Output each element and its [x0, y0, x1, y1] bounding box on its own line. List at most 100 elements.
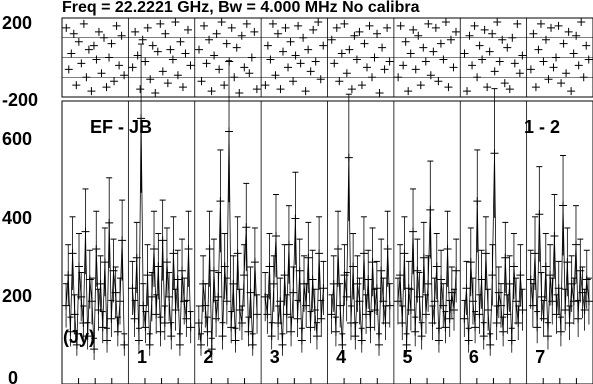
amp-point — [132, 253, 141, 262]
amp-point — [186, 323, 195, 332]
subplot-label: 4 — [336, 347, 346, 367]
phase-point — [110, 77, 119, 86]
phase-point — [232, 43, 241, 52]
amp-point — [315, 249, 324, 258]
amp-point — [331, 327, 340, 336]
amp-point — [443, 245, 452, 254]
phase-point — [215, 65, 224, 74]
amp-point — [415, 292, 424, 301]
phase-point — [120, 71, 129, 80]
amp-point — [402, 340, 411, 349]
phase-point — [153, 47, 162, 56]
amp-point — [184, 245, 193, 254]
amp-point — [329, 279, 338, 288]
amp-point — [494, 288, 503, 297]
amp-point — [156, 327, 165, 336]
phase-point — [449, 63, 458, 72]
phase-point — [250, 27, 259, 36]
amp-point — [203, 327, 212, 336]
amp-point — [233, 249, 242, 258]
amp-point — [171, 305, 180, 314]
amp-point — [393, 297, 402, 306]
subplot-label: 6 — [469, 347, 479, 367]
phase-point — [564, 27, 573, 36]
phase-point — [365, 21, 374, 30]
phase-point — [577, 17, 586, 26]
amp-point — [419, 253, 428, 262]
phase-point — [414, 31, 423, 40]
phase-point — [429, 47, 438, 56]
amp-point — [276, 297, 285, 306]
amp-point — [404, 284, 413, 293]
amp-point — [120, 340, 129, 349]
phase-point — [69, 29, 78, 38]
amp-point — [437, 275, 446, 284]
amp-point — [537, 292, 546, 301]
phase-point — [451, 27, 460, 36]
phase-point — [541, 35, 550, 44]
amp-point — [351, 332, 360, 341]
amp-point — [113, 327, 122, 336]
amp-point — [68, 249, 77, 258]
amp-point — [342, 292, 351, 301]
amp-point — [496, 301, 505, 310]
amp-point — [297, 336, 306, 345]
amp-point — [207, 345, 216, 354]
phase-point — [202, 59, 211, 68]
amp-point — [137, 114, 146, 123]
amp-point — [543, 332, 552, 341]
amp-point — [216, 197, 225, 206]
phase-point — [360, 39, 369, 48]
amp-point — [209, 266, 218, 275]
amp-point — [304, 253, 313, 262]
phase-point — [77, 59, 86, 68]
phase-point — [217, 17, 226, 26]
baseline-label: EF - JB — [90, 117, 152, 137]
phase-point — [534, 45, 543, 54]
phase-point — [529, 29, 538, 38]
phase-point — [171, 17, 180, 26]
phase-point — [500, 79, 509, 88]
phase-panel: 200 -200 — [2, 13, 593, 110]
amp-point — [441, 323, 450, 332]
amp-series-line — [65, 222, 125, 350]
phase-point — [281, 23, 290, 32]
phase-point — [181, 49, 190, 58]
phase-point — [518, 51, 527, 60]
phase-point — [515, 69, 524, 78]
phase-point — [133, 51, 142, 60]
amp-series-line — [530, 205, 590, 337]
phase-point — [549, 63, 558, 72]
phase-point — [92, 55, 101, 64]
amp-point — [466, 258, 475, 267]
amp-point — [62, 301, 71, 310]
amp-point — [317, 314, 326, 323]
amp-point — [559, 201, 568, 210]
amp-point — [306, 323, 315, 332]
amp-point — [486, 340, 495, 349]
phase-point — [355, 27, 364, 36]
amp-point — [293, 314, 302, 323]
phase-point — [340, 19, 349, 28]
amp-point — [452, 266, 461, 275]
amp-point — [509, 262, 518, 271]
amp-point — [578, 288, 587, 297]
phase-point — [419, 43, 428, 52]
phase-point — [513, 19, 522, 28]
phase-point — [337, 49, 346, 58]
amp-point — [473, 197, 482, 206]
amp-point — [362, 310, 371, 319]
amp-point — [574, 314, 583, 323]
amp-point — [269, 279, 278, 288]
phase-point — [357, 81, 366, 90]
phase-point — [176, 37, 185, 46]
amp-point — [96, 279, 105, 288]
unit-label: (Jy) — [63, 327, 95, 347]
amp-point — [235, 305, 244, 314]
phase-point — [158, 67, 167, 76]
amp-point — [242, 223, 251, 232]
phase-point — [332, 23, 341, 32]
phase-point — [266, 55, 275, 64]
phase-point — [314, 17, 323, 26]
phase-point — [183, 25, 192, 34]
